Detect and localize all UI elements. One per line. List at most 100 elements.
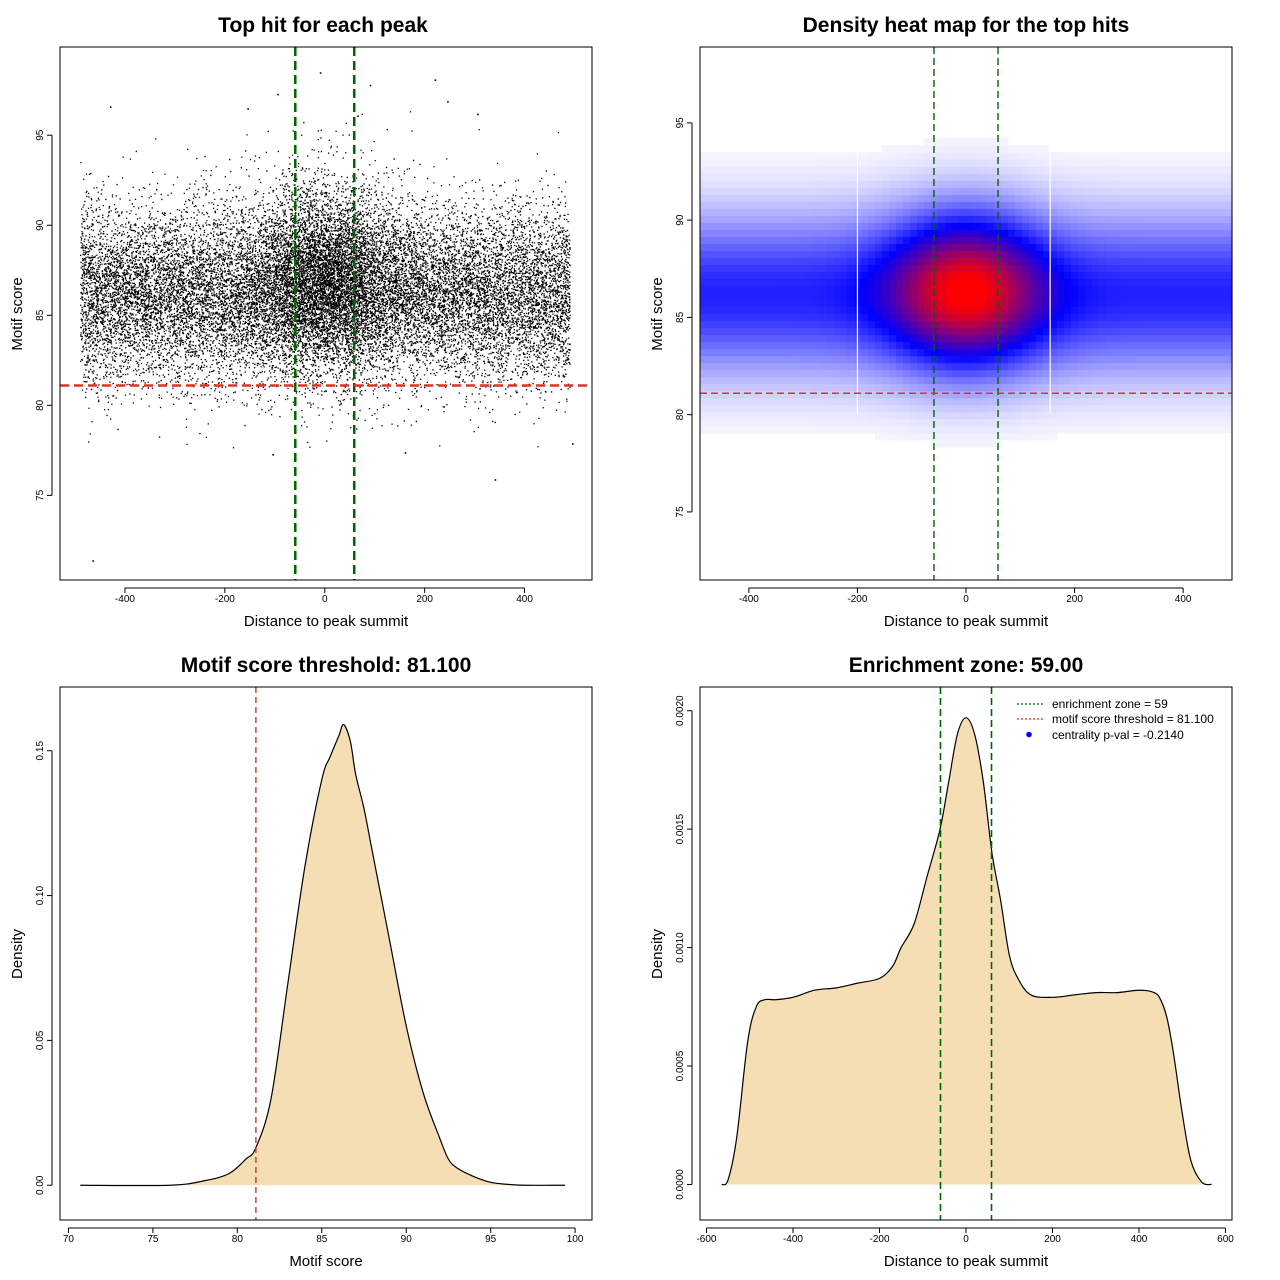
heatmap-cell <box>777 418 785 427</box>
heatmap-cell <box>952 327 960 336</box>
heatmap-cell <box>1085 173 1093 181</box>
heatmap-cell <box>1204 411 1212 420</box>
heatmap-cell <box>917 187 925 195</box>
x-tick-label: 400 <box>1175 594 1192 605</box>
heatmap-cell <box>756 243 764 251</box>
heatmap-cell <box>1183 152 1191 160</box>
heatmap-cell <box>770 383 778 392</box>
heatmap-cell <box>875 187 883 195</box>
heatmap-cell <box>1015 306 1023 315</box>
heatmap-cell <box>1106 355 1114 364</box>
heatmap-cell <box>798 425 806 434</box>
heatmap-cell <box>1071 187 1079 195</box>
heatmap-cell <box>1022 145 1030 153</box>
heatmap-cell <box>700 222 708 230</box>
heatmap-cell <box>903 278 911 287</box>
heatmap-cell <box>1120 285 1128 294</box>
heatmap-cell <box>931 208 939 216</box>
heatmap-cell <box>826 271 834 280</box>
heatmap-cell <box>784 425 792 434</box>
heatmap-cell <box>812 201 820 209</box>
heatmap-cell <box>1162 152 1170 160</box>
heatmap-cell <box>721 278 729 287</box>
heatmap-cell <box>938 299 946 308</box>
heatmap-cell <box>700 404 708 413</box>
heatmap-cell <box>924 166 932 174</box>
heatmap-cell <box>798 348 806 357</box>
heatmap-cell <box>1148 348 1156 357</box>
heatmap-cell <box>903 348 911 357</box>
heatmap-cell <box>1015 341 1023 350</box>
heatmap-cell <box>1197 243 1205 251</box>
heatmap-cell <box>952 278 960 287</box>
heatmap-cell <box>1190 376 1198 385</box>
heatmap-cell <box>987 201 995 209</box>
heatmap-cell <box>987 138 995 146</box>
heatmap-cell <box>889 208 897 216</box>
heatmap-cell <box>1211 250 1219 258</box>
heatmap-cell <box>1008 250 1016 258</box>
scatter-frame <box>59 46 593 581</box>
heatmap-cell <box>1022 201 1030 209</box>
heatmap-cell <box>952 285 960 294</box>
heatmap-cell <box>742 411 750 420</box>
heatmap-cell <box>973 355 981 364</box>
heatmap-cell <box>1085 194 1093 202</box>
heatmap-cell <box>700 250 708 258</box>
heatmap-cell <box>1225 250 1233 258</box>
heatmap-cell <box>1008 285 1016 294</box>
heatmap-cell <box>714 306 722 315</box>
heatmap-cell <box>777 187 785 195</box>
heatmap-cell <box>1085 229 1093 237</box>
heatmap-cell <box>917 341 925 350</box>
heatmap-cell <box>1050 159 1058 167</box>
heatmap-cell <box>924 159 932 167</box>
heatmap-cell <box>1099 376 1107 385</box>
heatmap-cell <box>1225 411 1233 420</box>
heatmap-cell <box>889 313 897 322</box>
heatmap-cell <box>700 180 708 188</box>
heatmap-cell <box>805 187 813 195</box>
heatmap-cell <box>1050 215 1058 223</box>
heatmap-cell <box>847 166 855 174</box>
heatmap-cell <box>924 264 932 273</box>
heatmap-cell <box>917 404 925 413</box>
heatmap-cell <box>728 292 736 301</box>
heatmap-cell <box>896 348 904 357</box>
heatmap-cell <box>1036 166 1044 174</box>
heatmap-cell <box>1197 313 1205 322</box>
heatmap-cell <box>1183 376 1191 385</box>
heatmap-cell <box>1092 152 1100 160</box>
heatmap-cell <box>903 383 911 392</box>
heatmap-cell <box>1106 166 1114 174</box>
heatmap-cell <box>1022 355 1030 364</box>
heatmap-cell <box>791 411 799 420</box>
heatmap-cell <box>1015 313 1023 322</box>
heatmap-cell <box>735 166 743 174</box>
heatmap-cell <box>994 215 1002 223</box>
heatmap-cell <box>756 411 764 420</box>
heatmap-cell <box>1106 271 1114 280</box>
heatmap-cell <box>728 397 736 406</box>
heatmap-cell <box>1127 355 1135 364</box>
heatmap-cell <box>875 159 883 167</box>
heatmap-cell <box>1162 306 1170 315</box>
heatmap-cell <box>875 313 883 322</box>
heatmap-cell <box>1036 313 1044 322</box>
heatmap-cell <box>931 369 939 378</box>
heatmap-cell <box>987 236 995 244</box>
heatmap-cell <box>1022 250 1030 258</box>
heatmap-cell <box>812 376 820 385</box>
heatmap-cell <box>735 411 743 420</box>
heatmap-cell <box>1078 376 1086 385</box>
heatmap-cell <box>1085 250 1093 258</box>
heatmap-cell <box>1225 362 1233 371</box>
heatmap-cell <box>1113 369 1121 378</box>
heatmap-cell <box>945 383 953 392</box>
heatmap-cell <box>1029 159 1037 167</box>
heatmap-cell <box>896 250 904 258</box>
heatmap-cell <box>903 418 911 427</box>
heatmap-cell <box>1218 362 1226 371</box>
heatmap-cell <box>1022 222 1030 230</box>
